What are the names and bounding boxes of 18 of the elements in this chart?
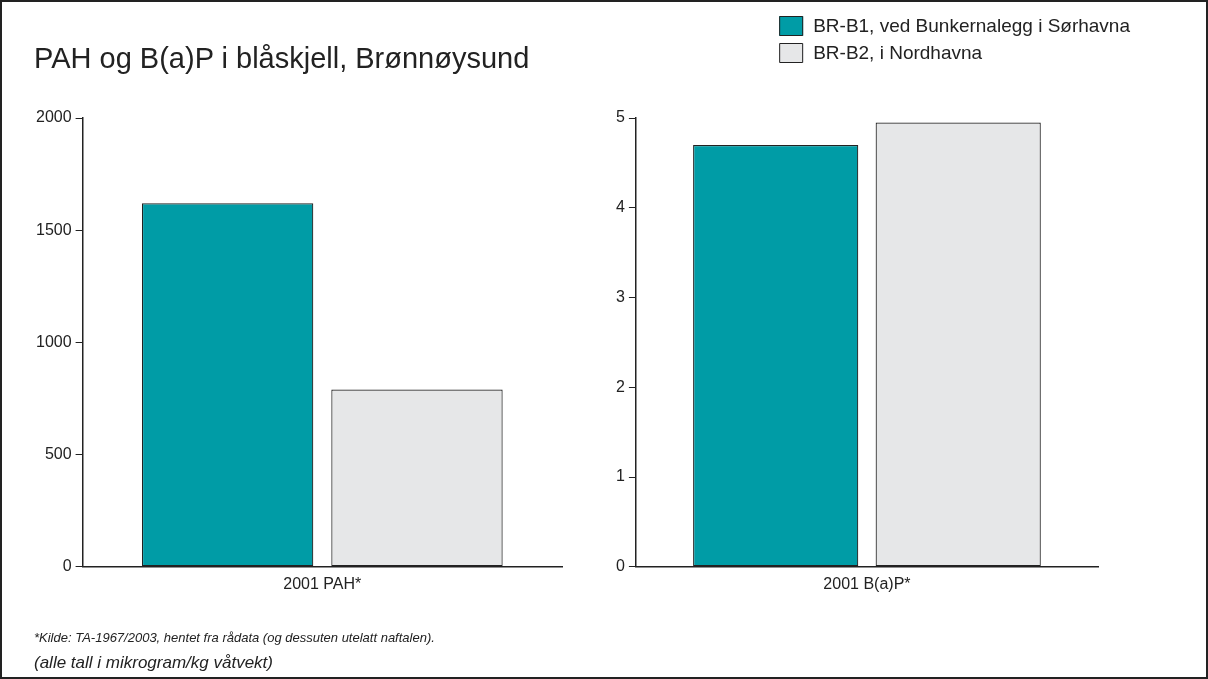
text: (alle tall i mikrogram/kg våtvekt) bbox=[34, 653, 274, 673]
y-tick-label: 2000 bbox=[36, 108, 72, 126]
y-tick-label: 500 bbox=[44, 445, 72, 463]
chart-title: PAH og B(a)P i blåskjell, Brønnøysund bbox=[34, 42, 530, 75]
x-tick-label: 2001 B(a)P* bbox=[823, 574, 911, 592]
y-tick-label: 4 bbox=[615, 198, 625, 216]
y-tick-label: 5 bbox=[615, 108, 625, 126]
y-tick-label: 3 bbox=[615, 287, 625, 305]
legend-label: BR-B1, ved Bunkernalegg i Sørhavna bbox=[813, 15, 1131, 37]
y-tick-label: 1 bbox=[615, 467, 625, 485]
y-tick-label: 0 bbox=[62, 557, 72, 575]
y-tick-label: 0 bbox=[615, 557, 625, 575]
legend-label: BR-B2, i Nordhavna bbox=[813, 42, 983, 64]
y-tick-label: 1500 bbox=[36, 220, 72, 238]
text: *Kilde: TA-1967/2003, hentet fra rådata (og dessuten utelatt naftalen). bbox=[34, 630, 435, 645]
y-tick-label: 1000 bbox=[36, 332, 72, 350]
x-tick-label: 2001 PAH* bbox=[283, 574, 362, 592]
y-tick-label: 2 bbox=[615, 377, 625, 395]
